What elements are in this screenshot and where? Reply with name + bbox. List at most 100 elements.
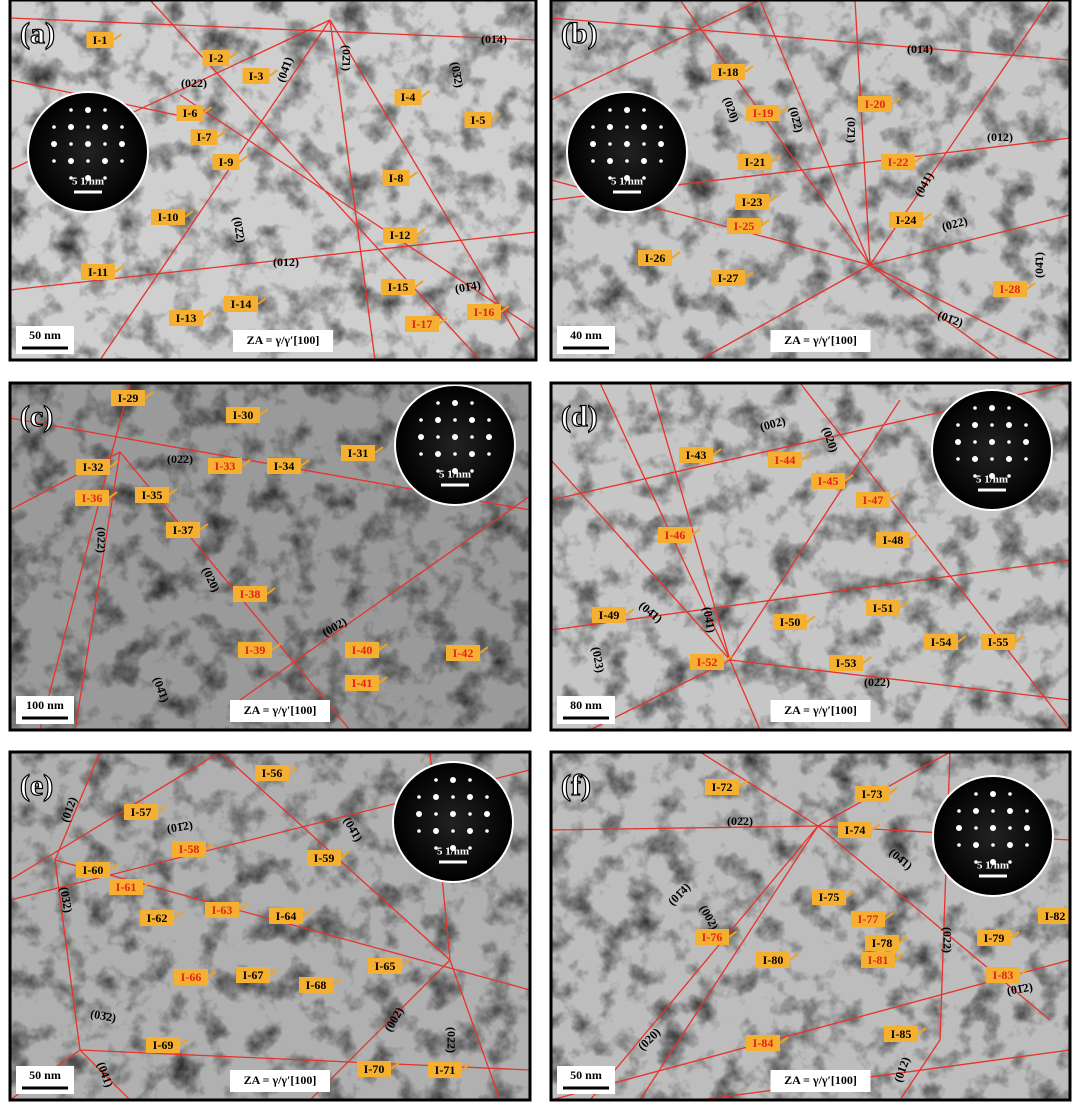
saed-spot — [590, 141, 596, 147]
plane-index: (032) — [57, 886, 75, 914]
label-box — [768, 452, 802, 468]
zone-axis: ZA = γ/γ′[100] — [784, 333, 857, 347]
saed-spot — [641, 124, 647, 130]
saed-spot — [485, 829, 489, 833]
defect-label: I-1 — [93, 33, 108, 47]
label-box — [172, 841, 206, 857]
saed-spot — [642, 108, 646, 112]
label-arrow — [738, 780, 748, 788]
trace-line — [869, 264, 1061, 360]
saed-spot — [86, 159, 90, 163]
defect-label: I-83 — [993, 968, 1014, 982]
saed-spot — [436, 435, 440, 439]
saed-spot — [608, 108, 612, 112]
label-box — [255, 765, 289, 781]
panel-border — [549, 750, 1072, 1102]
defect-label: I-51 — [873, 601, 894, 615]
scale-bar-label: 100 nm — [26, 698, 64, 712]
label-arrow — [109, 863, 119, 871]
defect-label: I-58 — [179, 842, 200, 856]
label-box — [111, 390, 145, 406]
panel: 5 1/nm(01̄4)(020) (02̄2) (02̄1) (012)(041)(… — [549, 0, 1072, 362]
trace-line — [729, 659, 1070, 701]
saed-spot — [51, 141, 57, 147]
saed-spot — [990, 423, 994, 427]
plane-index: (022) — [444, 1027, 458, 1053]
trace-line — [449, 959, 501, 1100]
saed-spot — [103, 142, 107, 146]
label-box — [267, 458, 301, 474]
defect-label: I-84 — [753, 1036, 774, 1050]
label-box — [76, 862, 110, 878]
saed-spot — [591, 159, 595, 163]
trace-line — [589, 825, 819, 1100]
saed-spot — [625, 159, 629, 163]
label-box — [345, 675, 379, 691]
defect-label: I-75 — [819, 890, 840, 904]
label-box — [269, 908, 303, 924]
saed-spot — [52, 125, 56, 129]
label-arrow — [269, 968, 279, 976]
label-box — [829, 655, 863, 671]
saed-spot — [451, 795, 455, 799]
saed-spot — [956, 457, 960, 461]
label-arrow — [500, 305, 510, 313]
saed-spot — [470, 469, 474, 473]
defect-label: I-31 — [348, 446, 369, 460]
saed-spot — [955, 439, 961, 445]
defect-label: I-76 — [702, 930, 723, 944]
saed-spot — [102, 124, 108, 130]
panel-letter: (c) — [20, 400, 53, 433]
saed-spot — [624, 107, 630, 113]
saed-spot — [433, 794, 439, 800]
label-box — [705, 779, 739, 795]
label-arrow — [723, 655, 733, 663]
plane-index: (012) — [987, 130, 1013, 144]
saed-spot — [85, 175, 91, 181]
defect-label: I-63 — [212, 903, 233, 917]
label-box — [151, 209, 185, 225]
saed-spot — [484, 811, 490, 817]
defect-label: I-65 — [375, 959, 396, 973]
zone-axis-box — [230, 1070, 330, 1092]
saed-spot — [450, 777, 456, 783]
label-box — [773, 614, 807, 630]
panel-border — [549, 381, 1072, 732]
saed-inset — [932, 775, 1054, 897]
defect-label: I-33 — [215, 459, 236, 473]
plane-index: (01̄4) — [481, 32, 507, 46]
trace-line — [854, 0, 871, 266]
saed-spot — [69, 142, 73, 146]
defect-label: I-49 — [599, 608, 620, 622]
label-box — [861, 952, 895, 968]
label-arrow — [414, 280, 424, 288]
label-arrow — [779, 106, 789, 114]
plane-index: (022) — [940, 214, 969, 234]
label-arrow — [302, 909, 312, 917]
saed-spot — [973, 440, 977, 444]
saed-spot — [416, 811, 422, 817]
saed-spot — [659, 125, 663, 129]
saed-spot — [435, 417, 441, 423]
trace-line — [179, 94, 536, 331]
label-box — [690, 654, 724, 670]
saed-scale-label: 5 1/nm — [976, 474, 1008, 486]
label-arrow — [199, 523, 209, 531]
plane-index: (01̄2) — [1006, 980, 1034, 998]
label-arrow — [914, 155, 924, 163]
saed-spot — [1025, 843, 1029, 847]
defect-label: I-60 — [83, 863, 104, 877]
defect-label: I-68 — [306, 978, 327, 992]
scale-bar-label: 50 nm — [29, 1068, 61, 1082]
label-box — [146, 1037, 180, 1053]
saed-spot — [470, 435, 474, 439]
plane-index: (022) — [94, 527, 108, 553]
label-box — [224, 296, 258, 312]
plane-index: (022) — [181, 76, 207, 90]
defect-label: I-55 — [988, 635, 1009, 649]
label-arrow — [408, 171, 419, 179]
saed-spot — [103, 176, 107, 180]
label-box — [86, 32, 114, 48]
label-arrow — [760, 219, 770, 227]
